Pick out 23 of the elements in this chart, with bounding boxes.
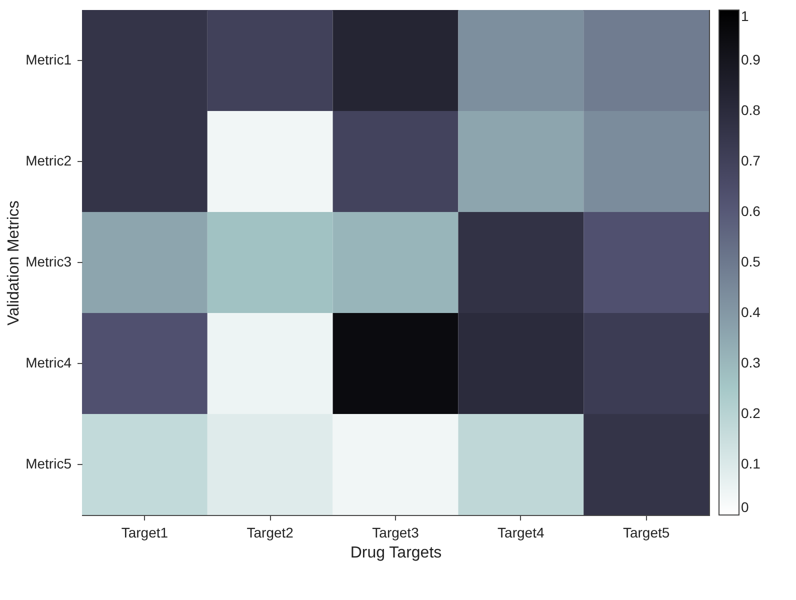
x-axis-title: Drug Targets — [350, 544, 442, 562]
x-tick-label: Target5 — [622, 524, 670, 540]
color-bar-label: 0.4 — [741, 304, 761, 320]
color-bar-label: 0.6 — [741, 203, 761, 219]
color-bar-label: 0.9 — [741, 52, 761, 68]
color-bar-label: 0 — [741, 499, 749, 515]
y-tick-label: Metric5 — [26, 456, 72, 472]
color-bar-label: 0.8 — [741, 102, 761, 118]
color-bar-label: 0.1 — [741, 456, 761, 472]
color-bar-label: 0.3 — [741, 354, 761, 370]
x-tick-label: Target4 — [498, 524, 544, 540]
y-tick-label: Metric2 — [26, 152, 72, 168]
y-tick-label: Metric3 — [26, 254, 72, 270]
x-tick-label: Target1 — [121, 524, 168, 540]
x-tick-label: Target3 — [372, 524, 420, 540]
x-tick-label: Target2 — [246, 524, 294, 540]
color-bar-label: 0.7 — [741, 152, 761, 168]
color-bar-label: 1 — [741, 8, 749, 24]
color-bar-label: 0.5 — [741, 254, 761, 270]
y-tick-label: Metric1 — [26, 52, 72, 68]
y-axis-title: Validation Metrics — [6, 200, 23, 326]
color-bar-label: 0.2 — [741, 405, 761, 421]
y-tick-label: Metric4 — [26, 354, 72, 370]
